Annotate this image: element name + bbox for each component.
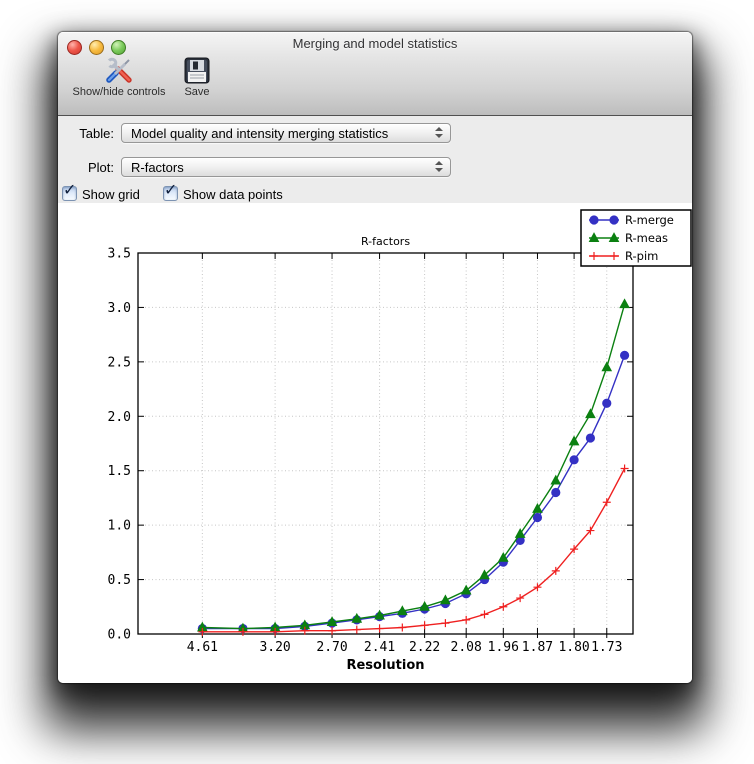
svg-text:3.0: 3.0 (108, 301, 131, 316)
svg-text:3.20: 3.20 (259, 640, 290, 655)
r-factors-chart: 0.0 0.5 1.0 1.5 2.0 2.5 3.0 3.5 4.61 3.20 2.70 2.41… (108, 209, 692, 673)
window-title: Merging and model statistics (292, 36, 458, 51)
checkbox-icon: ✓ (163, 182, 178, 201)
svg-text:0.5: 0.5 (108, 573, 131, 588)
svg-text:1.96: 1.96 (488, 640, 519, 655)
svg-text:2.22: 2.22 (409, 640, 440, 655)
plot-frame (137, 252, 634, 635)
legend-entry-R-pim: R-pim (589, 249, 658, 263)
table-dropdown-value: Model quality and intensity merging stat… (131, 126, 389, 141)
series-R-merge (197, 350, 630, 634)
svg-text:4.61: 4.61 (187, 640, 218, 655)
legend-entry-R-merge: R-merge (589, 213, 674, 227)
table-dropdown[interactable]: Model quality and intensity merging stat… (121, 123, 451, 143)
svg-text:R-meas: R-meas (625, 231, 668, 245)
plot-label: Plot: (87, 160, 114, 175)
chart-title: R-factors (361, 235, 410, 248)
show-data-points-checkbox[interactable]: ✓ Show data points (163, 182, 283, 202)
svg-text:3.5: 3.5 (108, 247, 131, 262)
svg-text:2.0: 2.0 (108, 410, 131, 425)
popup-arrows-icon (435, 161, 443, 175)
svg-text:1.73: 1.73 (591, 640, 622, 655)
plot-dropdown-value: R-factors (131, 160, 184, 175)
svg-text:1.87: 1.87 (522, 640, 553, 655)
plot-ticks (138, 252, 633, 638)
show-grid-checkbox[interactable]: ✓ Show grid (62, 182, 140, 202)
titlebar[interactable]: Merging and model statistics (58, 32, 692, 55)
save-icon (182, 57, 212, 85)
svg-text:1.5: 1.5 (108, 464, 131, 479)
tools-icon (104, 57, 134, 85)
toolbar-item-label: Show/hide controls (72, 86, 166, 98)
popup-arrows-icon (435, 127, 443, 141)
show-hide-controls-button[interactable]: Show/hide controls (63, 57, 175, 98)
close-button[interactable] (67, 40, 82, 55)
legend-box: R-merge R-meas R-pim (580, 209, 692, 267)
svg-text:2.08: 2.08 (451, 640, 482, 655)
series-R-meas (197, 298, 630, 633)
svg-text:2.70: 2.70 (316, 640, 347, 655)
show-grid-label: Show grid (82, 187, 140, 202)
app-window: Merging and model statistics Show/hide c… (58, 32, 692, 683)
svg-text:2.41: 2.41 (364, 640, 395, 655)
plot-grid (138, 253, 633, 634)
plot-tick-labels: 0.0 0.5 1.0 1.5 2.0 2.5 3.0 3.5 4.61 3.20 2.70 2.41… (108, 247, 623, 656)
show-data-points-label: Show data points (183, 187, 283, 202)
save-button[interactable]: Save (176, 57, 218, 98)
table-label: Table: (79, 126, 114, 141)
zoom-button[interactable] (111, 40, 126, 55)
minimize-button[interactable] (89, 40, 104, 55)
checkbox-icon: ✓ (62, 182, 77, 201)
svg-text:0.0: 0.0 (108, 628, 131, 643)
svg-text:2.5: 2.5 (108, 355, 131, 370)
legend-entry-R-meas: R-meas (588, 231, 668, 245)
svg-text:1.80: 1.80 (558, 640, 589, 655)
svg-text:1.0: 1.0 (108, 519, 131, 534)
x-axis-label: Resolution (346, 658, 424, 673)
controls-panel: Table: Model quality and intensity mergi… (58, 116, 692, 203)
svg-text:R-pim: R-pim (625, 249, 658, 263)
svg-text:R-merge: R-merge (625, 213, 674, 227)
plot-dropdown[interactable]: R-factors (121, 157, 451, 177)
toolbar-item-label: Save (184, 86, 210, 98)
window-header: Merging and model statistics Show/hide c… (58, 32, 692, 116)
series-R-pim (198, 464, 629, 636)
plot-canvas: 0.0 0.5 1.0 1.5 2.0 2.5 3.0 3.5 4.61 3.20 2.70 2.41… (58, 203, 692, 683)
